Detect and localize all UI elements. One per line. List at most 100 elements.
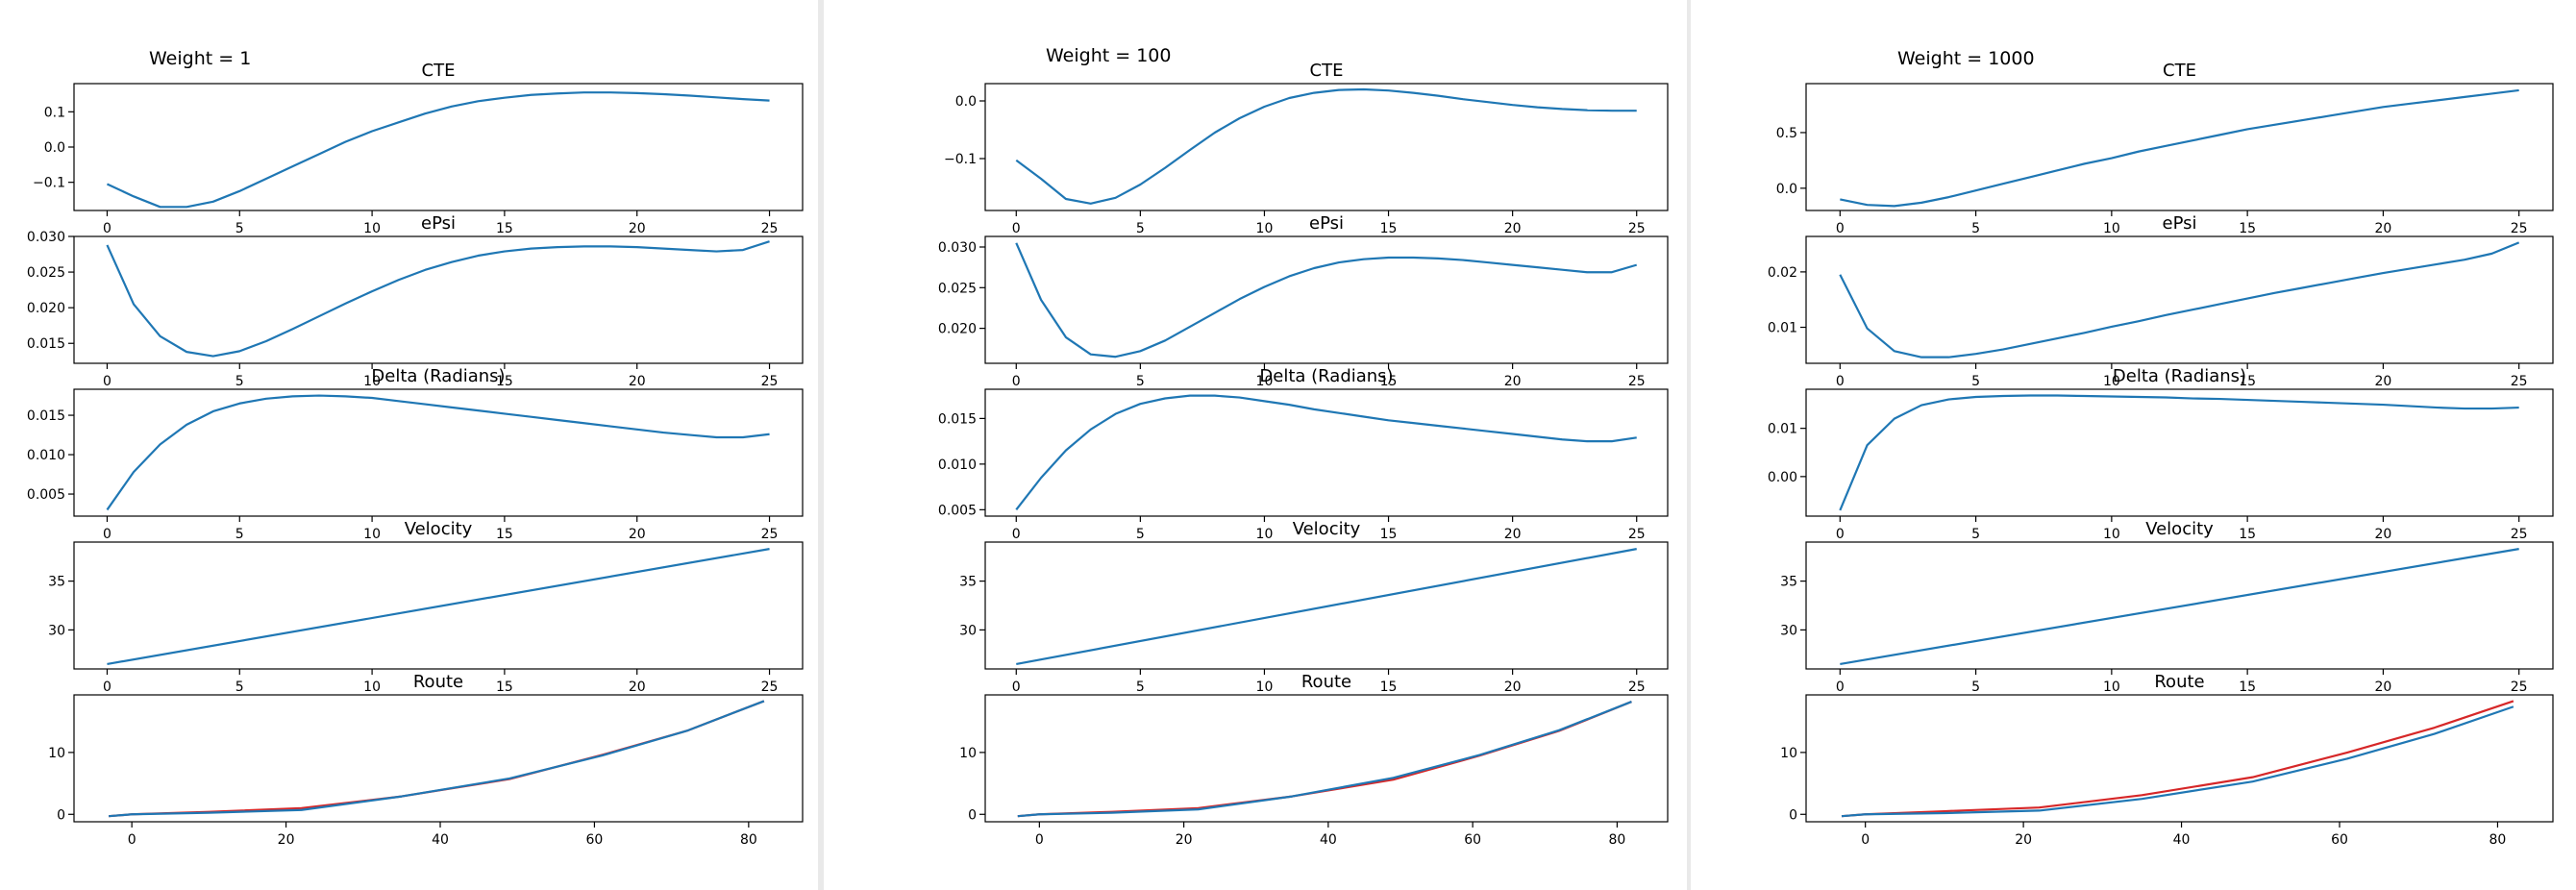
- series-line-1: [1841, 700, 2514, 818]
- axes-frame: [984, 83, 1669, 211]
- y-tick-label: 0.005: [938, 503, 977, 518]
- x-tick-label: 20: [2374, 221, 2391, 236]
- figure-panel-weight-1: Weight = 1 0 5 10 15 20 25 −0.1 0.0 0.1 CTE 0 5 10 15…: [0, 0, 818, 890]
- x-tick-label: 15: [2239, 374, 2256, 389]
- x-tick-label: 10: [1256, 374, 1274, 389]
- axes-frame: [984, 694, 1669, 823]
- subplot-title: Velocity: [2145, 519, 2214, 539]
- x-tick-label: 20: [2374, 680, 2391, 695]
- x-tick-label: 25: [1628, 221, 1646, 236]
- series-line-2: [1841, 705, 2514, 818]
- figure-weight-1-plots: 0 5 10 15 20 25 −0.1 0.0 0.1 CTE 0 5 10 15 20 25 0.015 0.…: [27, 61, 804, 848]
- subplot-title: CTE: [422, 61, 456, 81]
- x-tick-label: 10: [2103, 374, 2120, 389]
- subplot-route: 0 20 40 60 80 0 10 Route: [1780, 672, 2554, 848]
- x-tick-label: 25: [1628, 527, 1646, 542]
- x-tick-label: 15: [496, 527, 513, 542]
- x-tick-label: 25: [761, 527, 779, 542]
- y-tick-label: 0.5: [1776, 126, 1797, 141]
- y-tick-label: 0.0: [1776, 182, 1797, 197]
- x-tick-label: 10: [1256, 680, 1274, 695]
- subplot-title: Delta (Radians): [1259, 366, 1393, 386]
- subplot-route: 0 20 40 60 80 0 10 Route: [959, 672, 1669, 848]
- subplot-title: Route: [1301, 672, 1351, 692]
- x-tick-label: 25: [761, 221, 779, 236]
- x-tick-label: 5: [1136, 527, 1145, 542]
- x-tick-label: 20: [2374, 374, 2391, 389]
- y-tick-label: 0.1: [44, 105, 65, 120]
- x-tick-label: 15: [496, 680, 513, 695]
- series-line-1: [1839, 394, 2519, 511]
- x-tick-label: 15: [1380, 221, 1398, 236]
- x-tick-label: 0: [1861, 832, 1870, 848]
- x-tick-label: 5: [235, 374, 244, 389]
- x-tick-label: 20: [1504, 680, 1522, 695]
- subplot-title: Delta (Radians): [2113, 366, 2246, 386]
- x-tick-label: 15: [1380, 374, 1398, 389]
- x-tick-label: 10: [1256, 221, 1274, 236]
- x-tick-label: 5: [1971, 527, 1980, 542]
- series-line-2: [109, 700, 765, 818]
- x-tick-label: 10: [363, 374, 381, 389]
- x-tick-label: 15: [2239, 680, 2256, 695]
- x-tick-label: 0: [1012, 221, 1021, 236]
- y-tick-label: 30: [959, 623, 977, 638]
- x-tick-label: 10: [363, 221, 381, 236]
- series-line-1: [106, 394, 770, 511]
- y-tick-label: 0.020: [27, 301, 65, 316]
- x-tick-label: 20: [2374, 527, 2391, 542]
- subplot-title: CTE: [2163, 61, 2196, 81]
- series-line-1: [1840, 88, 2519, 208]
- y-tick-label: 35: [959, 575, 977, 590]
- y-tick-label: −0.1: [33, 176, 65, 191]
- x-tick-label: 25: [761, 680, 779, 695]
- y-tick-label: 35: [1780, 575, 1797, 590]
- y-tick-label: 0.005: [27, 487, 65, 503]
- x-tick-label: 0: [1836, 374, 1845, 389]
- series-line-1: [107, 548, 770, 666]
- x-tick-label: 20: [1504, 374, 1522, 389]
- x-tick-label: 0: [128, 832, 136, 848]
- x-tick-label: 10: [1256, 527, 1274, 542]
- x-tick-label: 25: [2511, 221, 2528, 236]
- y-tick-label: 0.01: [1768, 422, 1797, 437]
- x-tick-label: 25: [2511, 374, 2528, 389]
- x-tick-label: 0: [1836, 527, 1845, 542]
- subplot-title: ePsi: [421, 213, 456, 234]
- y-tick-label: 10: [1780, 746, 1797, 761]
- x-tick-label: 10: [2103, 680, 2120, 695]
- y-tick-label: 10: [959, 746, 977, 761]
- y-tick-label: 0.015: [27, 408, 65, 424]
- y-tick-label: 0.00: [1768, 470, 1797, 485]
- subplot-title: Route: [2154, 672, 2204, 692]
- y-tick-label: 30: [48, 623, 65, 638]
- y-tick-label: 10: [48, 746, 65, 761]
- subplot-velocity: 0 5 10 15 20 25 30 35 Velocity: [1780, 519, 2554, 695]
- series-line-2: [1017, 701, 1632, 818]
- series-line-1: [1839, 241, 2520, 358]
- x-tick-label: 10: [363, 527, 381, 542]
- x-tick-label: 40: [1320, 832, 1337, 848]
- axes-frame: [1805, 235, 2554, 364]
- figure-weight-1000-plots: 0 5 10 15 20 25 0.0 0.5 CTE 0 5 10 15 20 25 0.01 0.02 ePs…: [1768, 61, 2554, 848]
- series-line-1: [1840, 548, 2519, 666]
- x-tick-label: 25: [2511, 527, 2528, 542]
- y-tick-label: 0.025: [938, 281, 977, 296]
- x-tick-label: 25: [761, 374, 779, 389]
- series-line-1: [1015, 242, 1638, 358]
- axes-frame: [73, 388, 804, 517]
- x-tick-label: 15: [2239, 221, 2256, 236]
- x-tick-label: 20: [1176, 832, 1193, 848]
- series-line-1: [109, 700, 765, 818]
- x-tick-label: 10: [2103, 221, 2120, 236]
- y-tick-label: 0: [1789, 807, 1797, 823]
- x-tick-label: 0: [1836, 680, 1845, 695]
- series-line-1: [1015, 87, 1637, 205]
- x-tick-label: 0: [103, 527, 111, 542]
- x-tick-label: 10: [2103, 527, 2120, 542]
- x-tick-label: 15: [496, 374, 513, 389]
- figure-panel-weight-100: Weight = 100 0 5 10 15 20 25 −0.1 0.0 CTE 0 5 10 15 2…: [824, 0, 1687, 890]
- x-tick-label: 40: [2173, 832, 2191, 848]
- series-line-1: [1015, 394, 1637, 511]
- x-tick-label: 40: [432, 832, 449, 848]
